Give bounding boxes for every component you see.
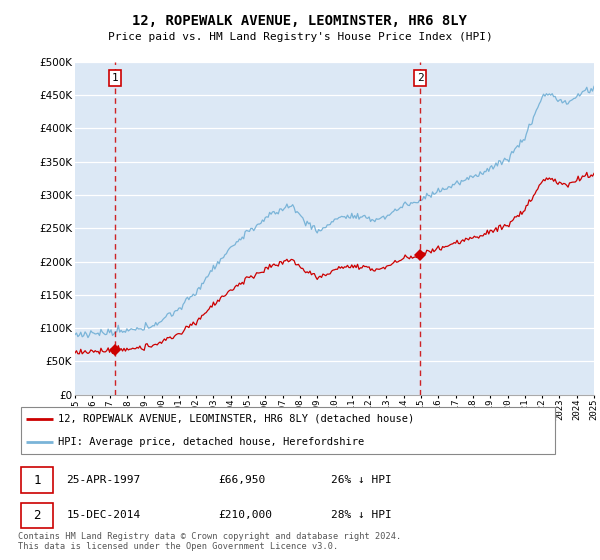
- Text: HPI: Average price, detached house, Herefordshire: HPI: Average price, detached house, Here…: [59, 437, 365, 447]
- Text: £66,950: £66,950: [218, 475, 265, 485]
- FancyBboxPatch shape: [20, 467, 53, 493]
- Text: 1: 1: [112, 73, 118, 83]
- Text: 1: 1: [33, 474, 41, 487]
- FancyBboxPatch shape: [20, 502, 53, 529]
- Text: Price paid vs. HM Land Registry's House Price Index (HPI): Price paid vs. HM Land Registry's House …: [107, 32, 493, 43]
- Text: £210,000: £210,000: [218, 511, 272, 520]
- Text: 2: 2: [417, 73, 424, 83]
- Text: 15-DEC-2014: 15-DEC-2014: [67, 511, 141, 520]
- Text: Contains HM Land Registry data © Crown copyright and database right 2024.
This d: Contains HM Land Registry data © Crown c…: [18, 532, 401, 552]
- Text: 12, ROPEWALK AVENUE, LEOMINSTER, HR6 8LY (detached house): 12, ROPEWALK AVENUE, LEOMINSTER, HR6 8LY…: [59, 414, 415, 424]
- FancyBboxPatch shape: [20, 407, 556, 454]
- Text: 26% ↓ HPI: 26% ↓ HPI: [331, 475, 392, 485]
- Text: 2: 2: [33, 509, 41, 522]
- Text: 12, ROPEWALK AVENUE, LEOMINSTER, HR6 8LY: 12, ROPEWALK AVENUE, LEOMINSTER, HR6 8LY: [133, 14, 467, 28]
- Text: 25-APR-1997: 25-APR-1997: [67, 475, 141, 485]
- Text: 28% ↓ HPI: 28% ↓ HPI: [331, 511, 392, 520]
